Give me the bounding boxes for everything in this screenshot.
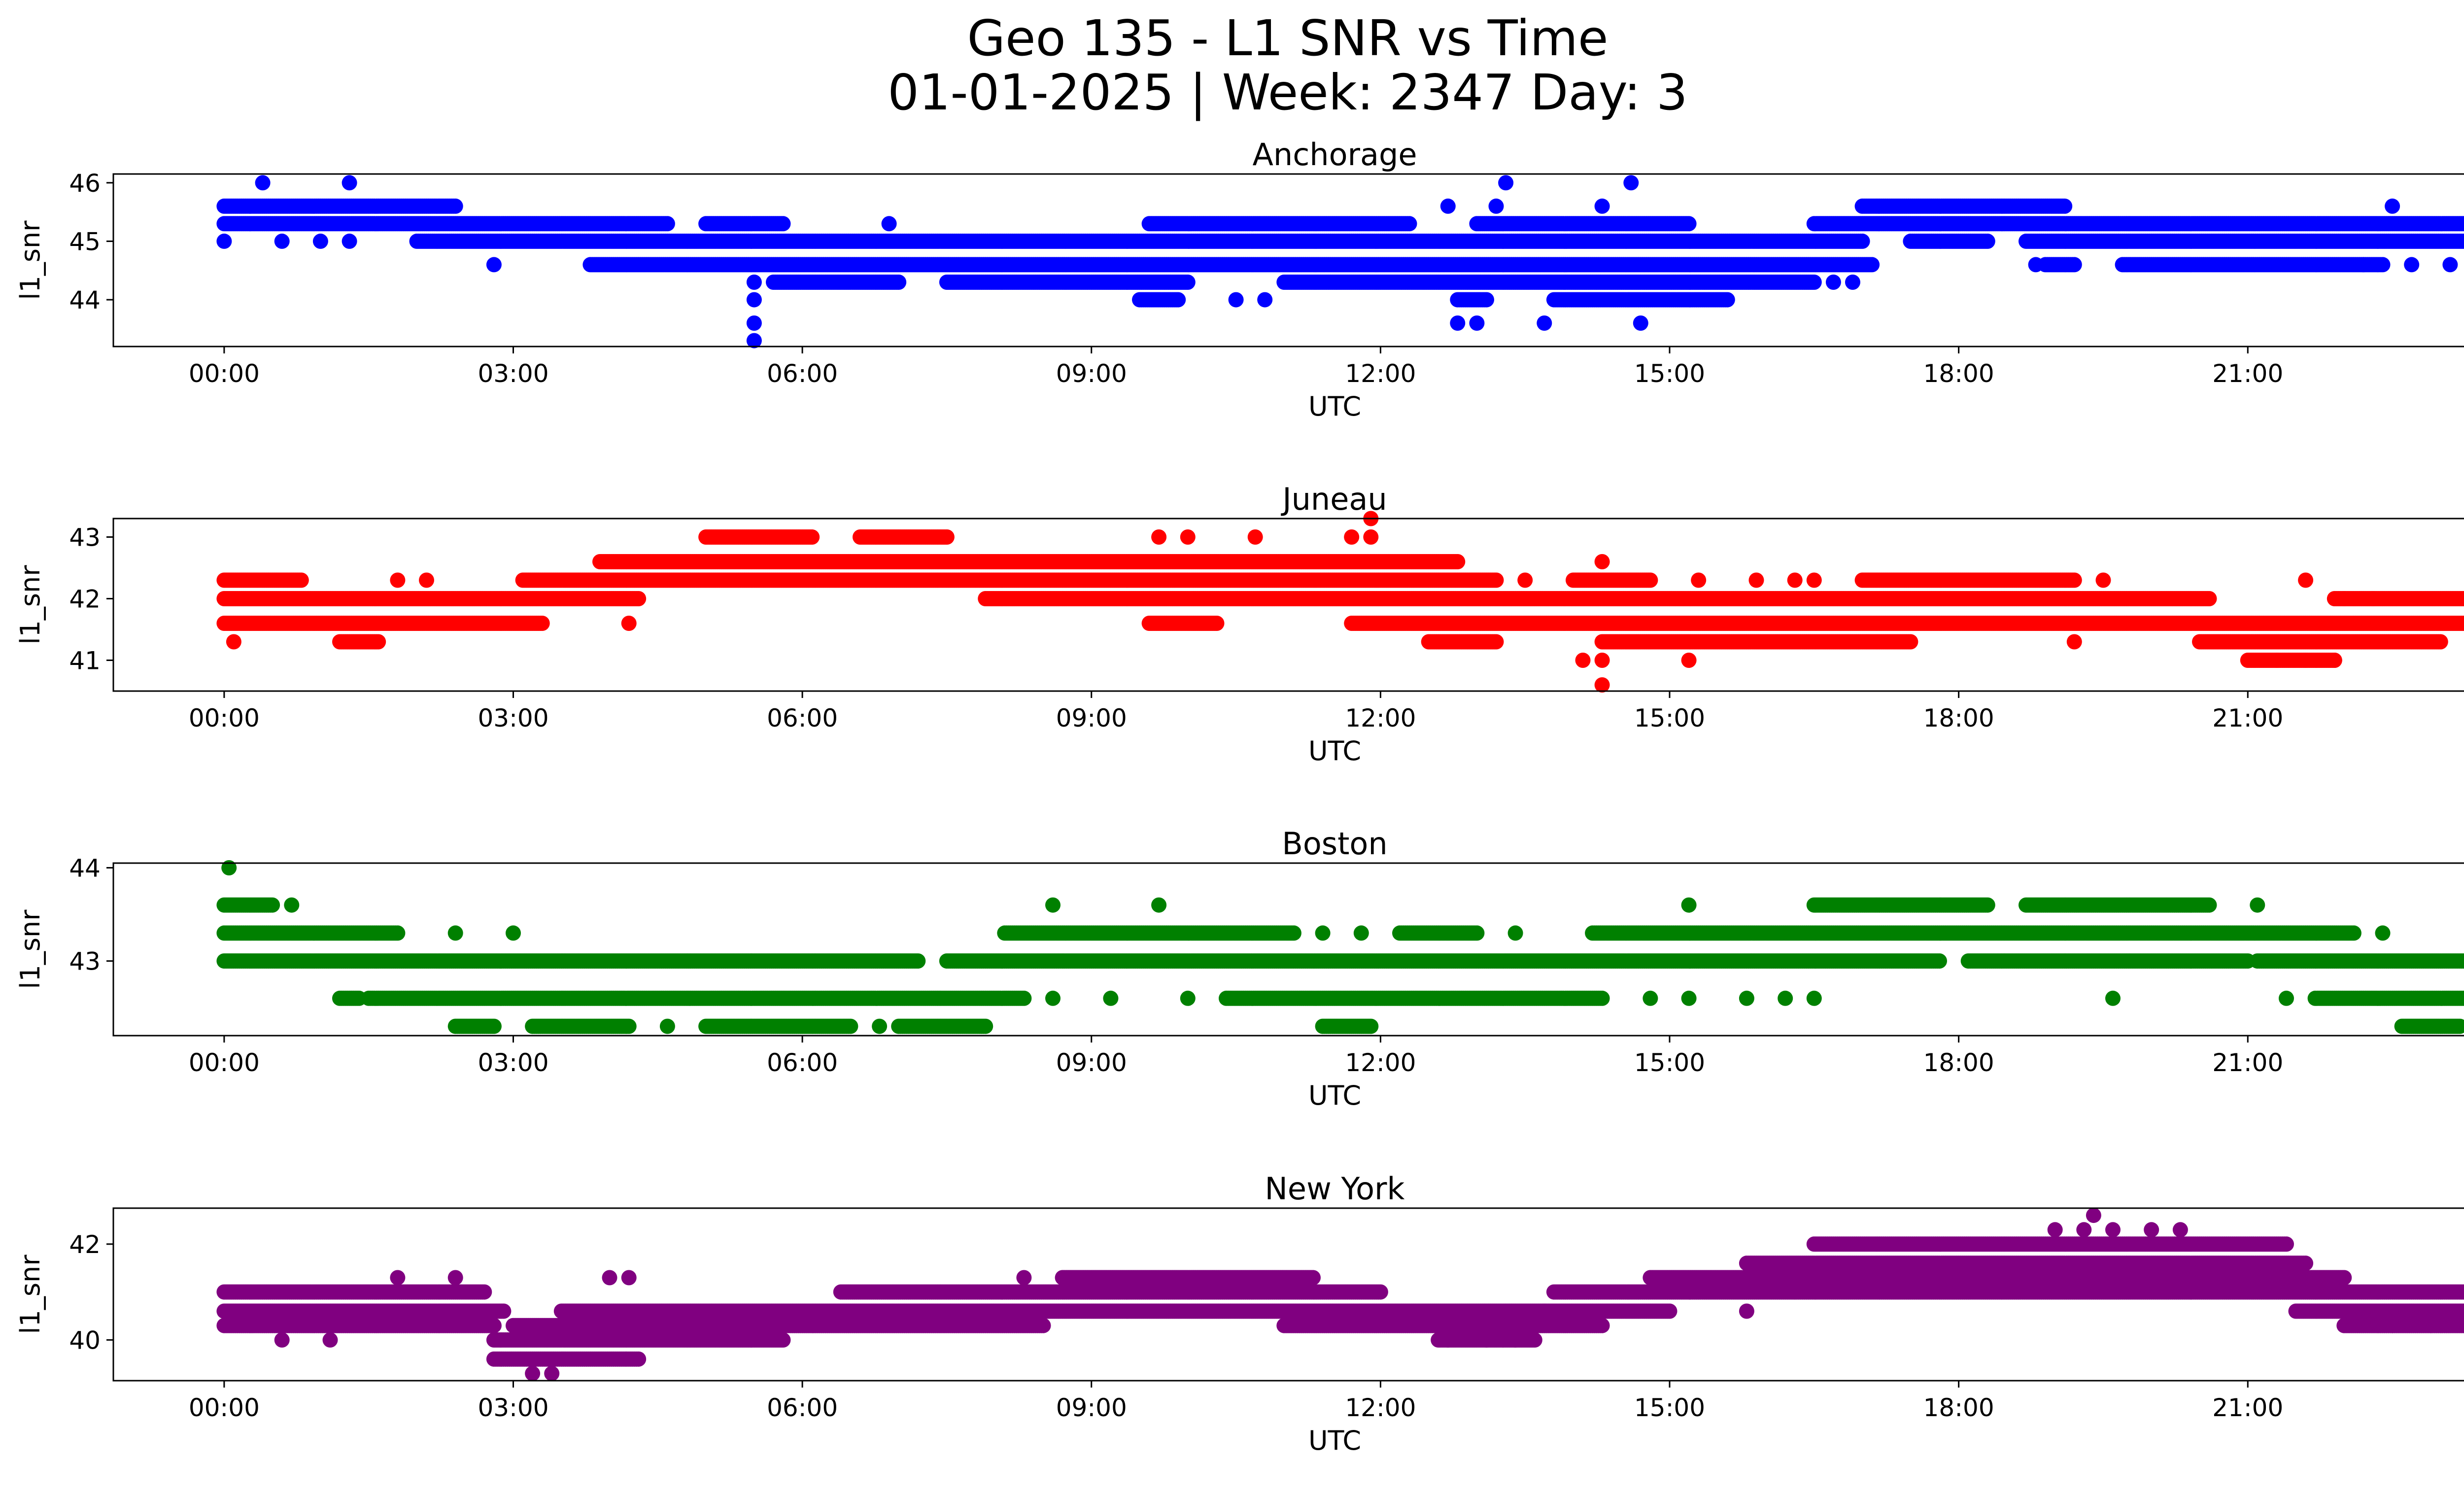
data-point	[1479, 292, 1494, 308]
data-point	[747, 275, 762, 290]
data-point	[1402, 216, 1417, 231]
data-point	[448, 199, 463, 214]
x-axis-label: UTC	[1308, 391, 1361, 422]
data-point	[1257, 292, 1272, 308]
data-point	[1864, 257, 1880, 272]
figure-title-line-2: 01-01-2025 | Week: 2347 Day: 3	[0, 68, 2464, 117]
data-point	[216, 234, 232, 249]
data-point	[2067, 573, 2082, 588]
data-point	[1450, 554, 1465, 569]
data-point	[776, 216, 791, 231]
data-point	[2442, 257, 2458, 272]
data-point	[486, 257, 502, 272]
data-point	[1469, 315, 1484, 331]
data-point	[1498, 175, 1513, 190]
x-tick-label: 18:00	[1923, 359, 1994, 388]
data-point	[2404, 257, 2419, 272]
x-tick-label: 12:00	[1345, 359, 1416, 388]
data-point	[1489, 573, 1504, 588]
data-point	[294, 573, 309, 588]
data-point	[1807, 275, 1822, 290]
data-point	[1489, 199, 1504, 214]
data-point	[804, 529, 820, 545]
data-point	[660, 216, 675, 231]
data-point	[342, 234, 357, 249]
data-point	[274, 234, 290, 249]
y-axis-label: l1_snr	[15, 220, 46, 300]
data-point	[1681, 216, 1697, 231]
data-point	[1180, 275, 1196, 290]
data-point	[891, 275, 906, 290]
data-point	[1720, 292, 1735, 308]
data-point	[2057, 199, 2072, 214]
data-point	[2356, 257, 2371, 272]
data-point	[1170, 292, 1186, 308]
data-point	[1229, 292, 1244, 308]
data-series	[216, 175, 2464, 348]
x-tick-label: 00:00	[189, 359, 260, 388]
x-tick-label: 15:00	[1634, 359, 1705, 388]
data-point	[1623, 175, 1639, 190]
data-point	[1643, 573, 1658, 588]
data-point	[1855, 234, 1870, 249]
data-point	[1633, 315, 1648, 331]
data-point	[1595, 199, 1610, 214]
data-point	[313, 234, 328, 249]
data-point	[2385, 199, 2400, 214]
data-point	[255, 175, 271, 190]
data-series	[216, 511, 2464, 693]
data-point	[2028, 257, 2044, 272]
x-tick-label: 09:00	[1056, 359, 1127, 388]
data-point	[747, 292, 762, 308]
data-point	[1440, 199, 1456, 214]
data-point	[882, 216, 897, 231]
x-tick-label: 06:00	[767, 359, 838, 388]
subplot-anchorage: Anchorage 00:00 03:00 06:00 09:00 12:00 15:00 1…	[15, 137, 2464, 422]
figure-title-line-1: Geo 135 - L1 SNR vs Time	[0, 14, 2464, 63]
data-point	[1450, 315, 1465, 331]
y-tick-label: 45	[69, 227, 101, 256]
y-tick-label: 46	[69, 169, 101, 198]
data-point	[1845, 275, 1860, 290]
subplot-title: Anchorage	[1252, 137, 1417, 173]
data-point	[1980, 234, 1995, 249]
x-tick-label: 21:00	[2212, 359, 2283, 388]
data-point	[2375, 257, 2391, 272]
data-point	[1826, 275, 1841, 290]
data-point	[747, 315, 762, 331]
data-point	[2067, 257, 2082, 272]
y-tick-label: 44	[69, 286, 101, 314]
data-point	[342, 175, 357, 190]
data-point	[1537, 315, 1552, 331]
x-tick-label: 03:00	[478, 359, 548, 388]
data-point	[939, 529, 955, 545]
